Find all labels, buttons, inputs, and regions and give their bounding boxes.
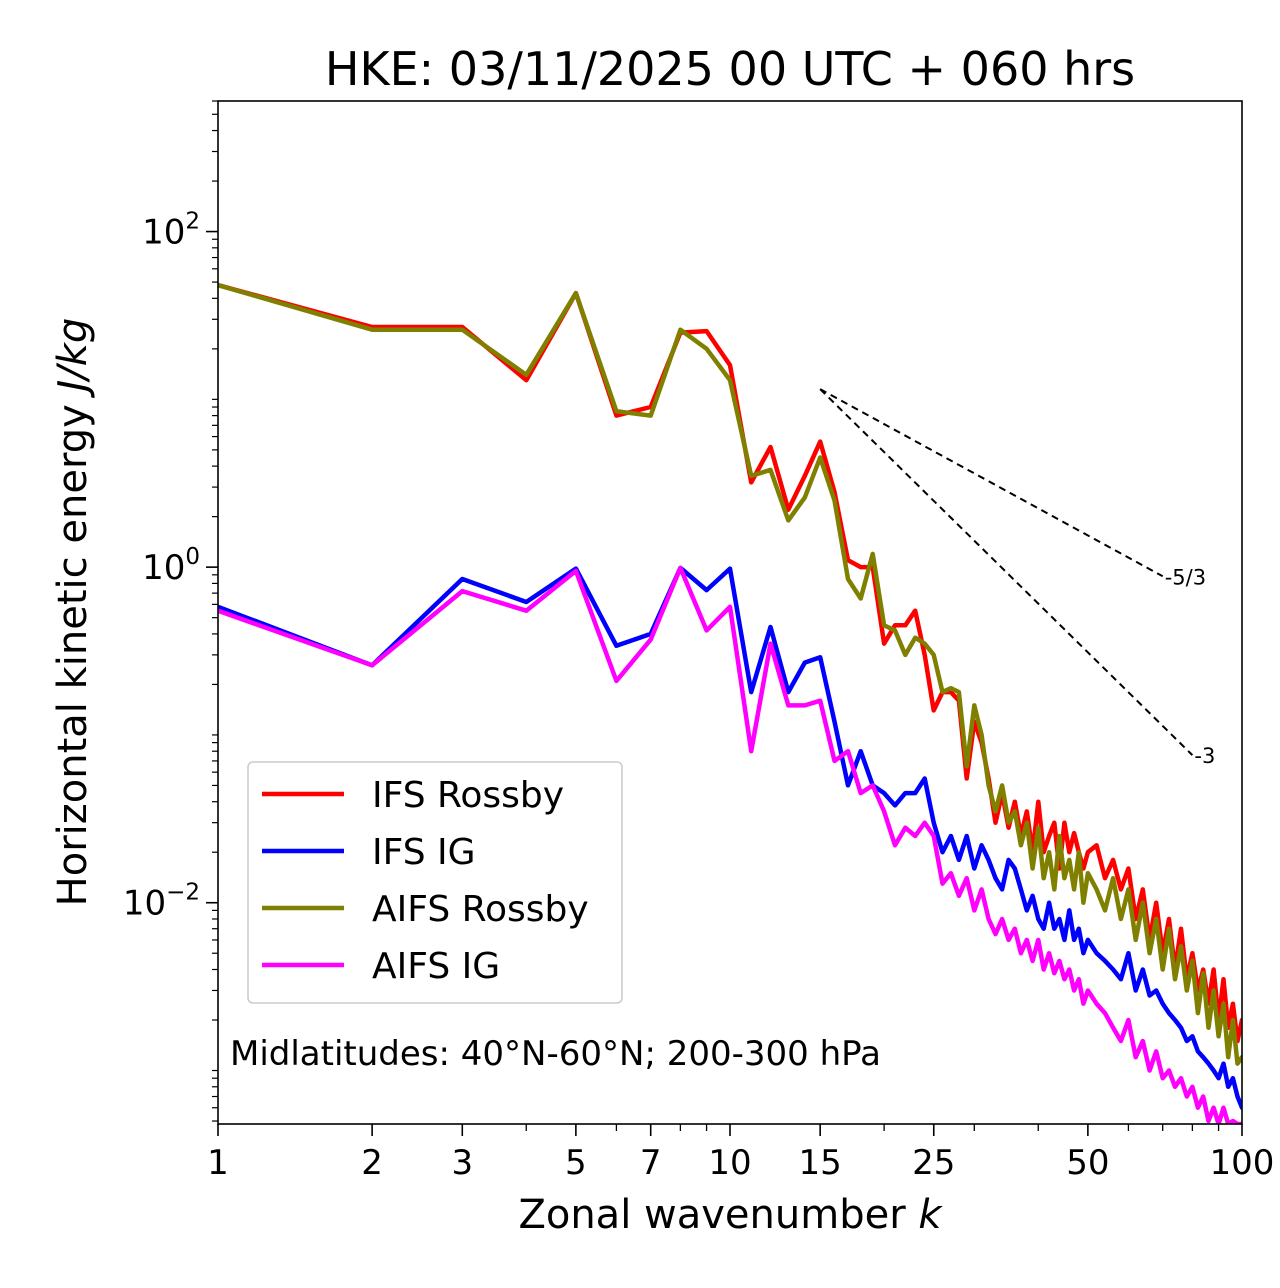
x-tick-label: 25 [912,1143,955,1183]
x-axis-label-text: Zonal wavenumber [518,1192,918,1238]
y-tick-label: 10−2 [123,880,200,924]
x-axis-label: Zonal wavenumber k [518,1192,943,1238]
x-axis: 1 2 3 5 7 10 15 25 50 100 [207,1124,1274,1183]
reference-line-label-1: -5/3 [1165,565,1206,589]
legend-label-ifs-ig: IFS IG [372,832,476,873]
y-axis: 10−2 100 102 [123,100,218,1122]
series-line-aifs-rossby [218,282,1242,1066]
x-tick-label: 5 [565,1143,587,1183]
x-tick-label: 3 [451,1143,473,1183]
y-axis-label-text: Horizontal kinetic energy [50,392,96,907]
x-tick-label: 15 [799,1143,842,1183]
reference-lines [819,388,1194,756]
y-tick-label: 102 [142,209,200,253]
x-axis-label-variable: k [918,1192,943,1238]
x-tick-label: 2 [361,1143,383,1183]
series-line-ifs-ig [218,565,1242,1110]
legend-label-ifs-rossby: IFS Rossby [372,775,564,816]
reference-line-label-2: -3 [1194,744,1215,768]
y-axis-label: Horizontal kinetic energy J/kg [50,318,96,907]
chart-title: HKE: 03/11/2025 00 UTC + 060 hrs [325,42,1135,96]
y-axis-label-variable: J/kg [50,318,96,399]
series-line-aifs-ig [218,565,1242,1124]
x-tick-label: 10 [708,1143,751,1183]
region-annotation: Midlatitudes: 40°N-60°N; 200-300 hPa [230,1034,881,1074]
legend-label-aifs-ig: AIFS IG [372,946,500,987]
x-tick-label: 50 [1066,1143,1109,1183]
x-tick-label: 1 [207,1143,229,1183]
x-tick-label: 7 [640,1143,662,1183]
y-tick-label: 100 [142,544,200,588]
legend-frame [247,761,623,1004]
legend-label-aifs-rossby: AIFS Rossby [372,889,589,930]
legend: IFS Rossby IFS IG AIFS Rossby AIFS IG [247,761,623,1004]
reference-line-slope-1 [819,388,1164,578]
series-line-ifs-rossby [218,282,1242,1044]
reference-line-slope-2 [819,388,1194,756]
x-tick-label: 100 [1210,1143,1275,1183]
series-group [218,282,1242,1124]
